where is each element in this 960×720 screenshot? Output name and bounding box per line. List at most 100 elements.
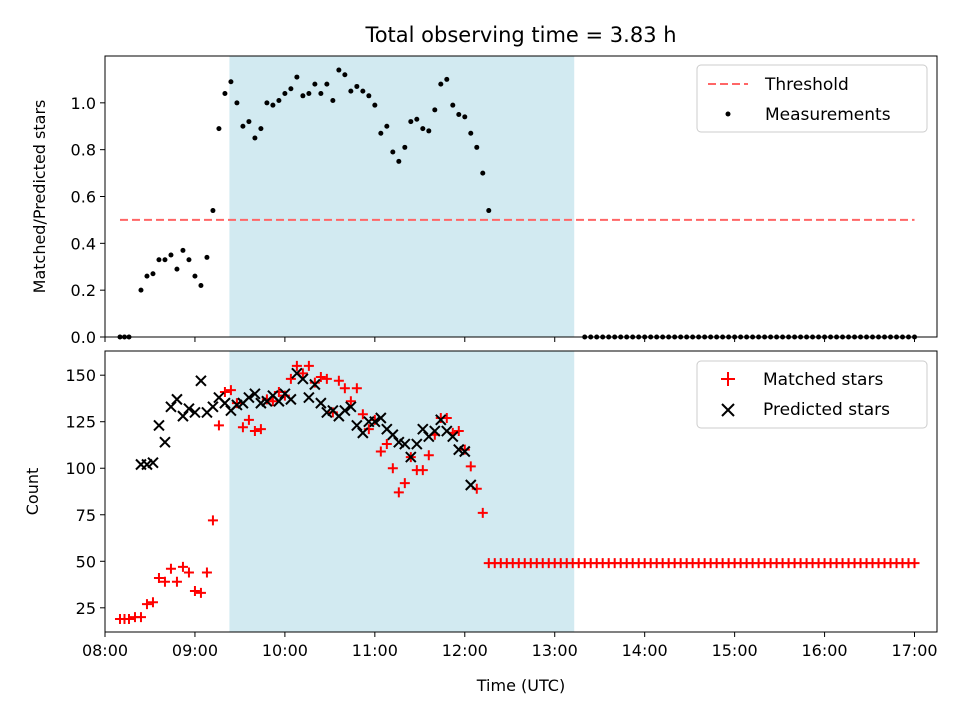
measurement-point [474,144,480,150]
predicted-star-point [387,429,399,441]
matched-star-point [393,487,404,498]
matched-star-point [423,450,434,461]
x-tick-label: 10:00 [262,641,308,660]
measurement-point [210,208,216,214]
matched-star-point [243,414,254,425]
y-tick-label: 0.6 [71,188,96,207]
ratio-legend-box [696,64,928,133]
predicted-star-point [147,456,159,469]
count-legend-box [696,360,928,429]
matched-star-point [291,360,302,371]
measurement-point [270,102,276,108]
measurement-point [342,72,348,78]
measurement-point [354,83,360,89]
matched-star-point [345,396,356,407]
measurement-point [174,266,180,272]
measurement-point [414,116,420,122]
predicted-star-point [375,412,387,424]
series-predicted-stars [135,367,477,491]
y-tick-label: 150 [65,366,96,385]
matched-star-point [135,612,146,623]
measurement-point [312,81,318,87]
matched-star-point [219,386,230,397]
measurements-legend-label: Measurements [765,105,891,125]
count-legend: Matched stars Predicted stars [696,360,928,429]
matched-star-point [249,426,260,437]
measurement-point [456,112,462,118]
predicted-star-point [171,393,183,406]
measurement-point [240,123,246,129]
measurement-point [228,79,234,85]
predicted-star-point [399,438,411,450]
measurement-point [282,90,288,96]
matched-star-point [399,478,410,489]
matched-star-point [201,567,212,578]
predicted-star-point [249,388,261,400]
measurement-point [324,81,330,87]
predicted-star-point [339,404,351,417]
matched-star-point [381,439,392,450]
predicted-star-point [411,438,423,450]
predicted-star-point [207,401,219,413]
count-panel: 08:00 09:00 10:00 11:00 12:00 13:00 14:00 15:00… [23,350,938,660]
matched-star-point [231,398,242,409]
measurement-point [192,273,198,279]
matched-legend-label: Matched stars [763,370,883,390]
matched-star-point [141,599,152,610]
y-tick-label: 75 [76,506,96,525]
observing-window-shade [229,56,575,337]
y-tick-label: 0.0 [71,328,96,347]
threshold-legend-label: Threshold [764,75,849,95]
predicted-star-point [309,378,321,391]
matched-star-point [453,426,464,437]
x-tick-label: 09:00 [172,641,218,660]
predicted-star-point [177,410,189,422]
x-tick-label: 17:00 [891,641,937,660]
predicted-star-point [285,393,297,406]
predicted-star-point [165,401,177,413]
measurement-point [234,100,240,106]
y-tick-label: 0.2 [71,281,96,300]
matched-star-point [321,373,332,384]
predicted-star-point [219,397,231,409]
measurement-point [150,271,156,277]
predicted-star-point [189,406,201,419]
measurement-point [462,114,468,120]
matched-star-point [387,463,398,474]
predicted-star-point [297,373,309,385]
predicted-star-point [159,436,171,448]
measurement-point [330,97,336,103]
measurement-point [222,90,228,96]
measurement-point [336,67,342,73]
measurement-point [216,126,222,132]
matched-star-point [171,576,182,587]
predicted-star-point [315,397,327,409]
measurement-point [480,170,486,176]
measurement-point [156,257,162,263]
x-tick-label: 13:00 [532,641,578,660]
measurement-point [258,126,264,132]
measurement-point [168,252,174,258]
y-tick-label: 0.4 [71,234,96,253]
predicted-star-point [345,401,357,413]
matched-star-point [159,576,170,587]
predicted-star-point [303,391,315,404]
measurement-point [264,100,270,106]
measurement-point [432,107,438,113]
matched-star-point [165,563,176,574]
matched-star-point [309,377,320,388]
y-tick-label: 100 [65,459,96,478]
y-tick-label: 25 [76,599,96,618]
measurement-point [372,102,378,108]
count-y-axis-label: Count [23,468,42,516]
matched-star-point [417,465,428,476]
matched-star-point [213,420,224,431]
measurement-point [294,74,300,80]
ratio-legend: Threshold Measurements [696,64,928,133]
matched-star-point [459,444,470,455]
predicted-legend-swatch [721,403,735,417]
measurement-point [402,144,408,150]
predicted-star-point [357,427,369,439]
measurement-point [180,247,186,253]
ratio-panel: 0.0 0.2 0.4 0.6 0.8 1.0 Matched/Predicted sta… [30,55,938,347]
